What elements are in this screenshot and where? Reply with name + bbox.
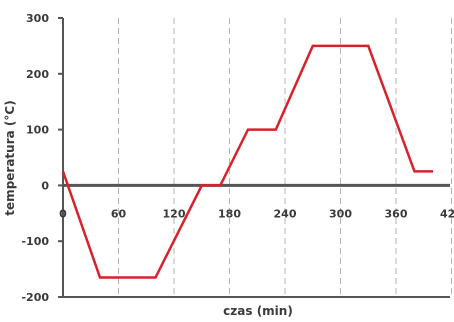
grid-layer: [118, 18, 452, 297]
y-tick-label-0: 0: [41, 179, 49, 192]
y-tick-label-200: 200: [26, 68, 49, 81]
x-tick-label-300: 300: [329, 207, 352, 220]
x-tick-label-420: 420: [440, 207, 454, 220]
y-tick-label--100: -100: [21, 235, 49, 248]
x-tick-label-60: 60: [111, 207, 127, 220]
x-tick-label-120: 120: [163, 207, 186, 220]
x-axis-title: czas (min): [223, 304, 293, 318]
y-tick-label--200: -200: [21, 291, 49, 304]
axis-layer: [58, 17, 450, 298]
x-tick-label-240: 240: [274, 207, 297, 220]
y-tick-label-300: 300: [26, 12, 49, 25]
y-axis-title: temperatura (°C): [3, 100, 17, 215]
x-tick-label-360: 360: [385, 207, 408, 220]
x-tick-label-180: 180: [218, 207, 241, 220]
label-layer: 300 200 100 0 -100 -200 0 60 120 180 240 300 360 420: [21, 12, 454, 304]
y-tick-label-100: 100: [26, 124, 49, 137]
x-tick-label-0: 0: [59, 207, 67, 220]
series-layer: [61, 44, 434, 279]
